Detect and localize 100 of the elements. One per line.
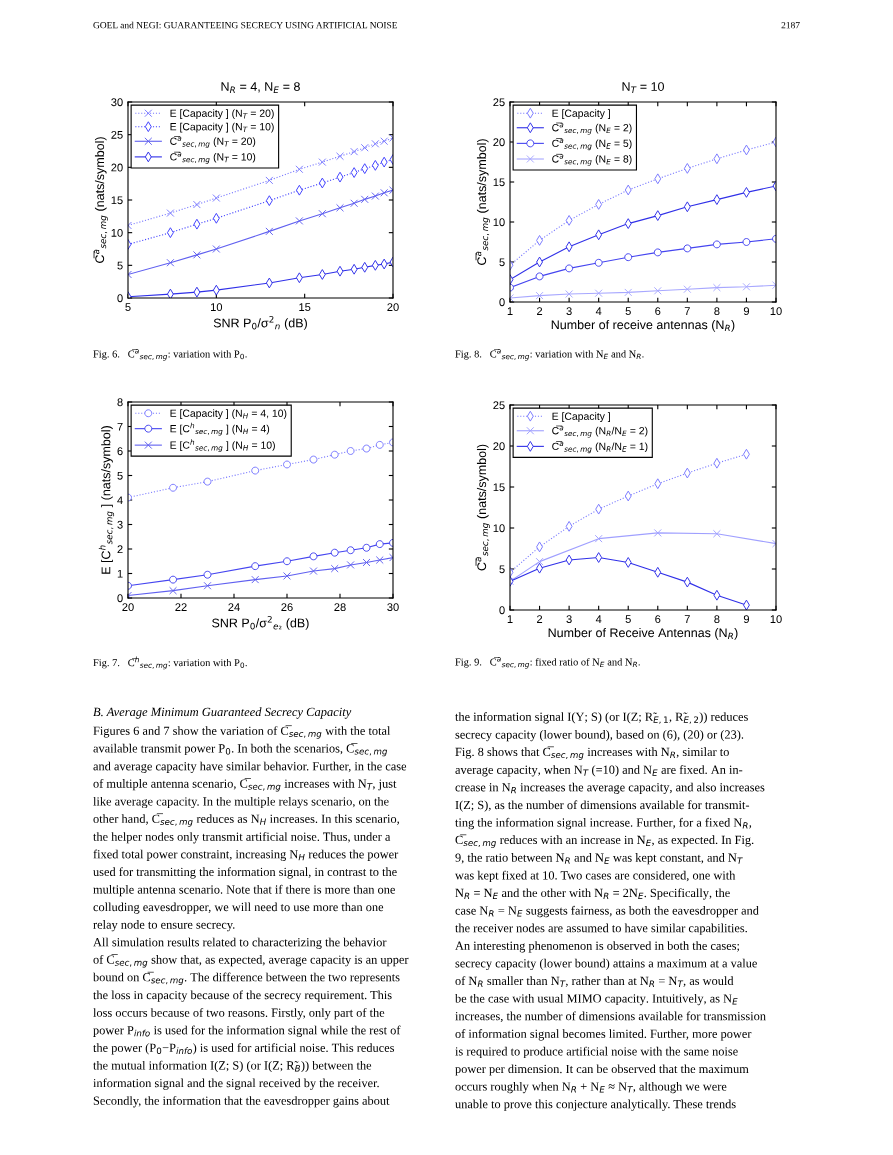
x-tick-label: 9 [743,615,750,624]
text: crease in N$_{R}$ increases the average capacity, and also increases [455,782,765,794]
x-tick-label: 7 [684,307,690,315]
text: available transmit power P$_{0}$. In both the scenarios, C̅$_{sec,mg}$ [93,743,388,757]
y-tick-label: 20 [111,163,123,172]
x-axis-title: Number of receive antennas (N$_{R}$) [551,320,735,332]
y-tick-label: 5 [499,258,505,267]
legend-label: E [Capacity ] [552,412,610,422]
y-tick-label: 0 [117,594,123,603]
text: is required to produce artificial noise with the same noise [455,1046,738,1059]
y-tick-label: 7 [117,422,123,431]
text: secrecy capacity (lower bound) attains a maximum at a value [455,958,757,971]
text: the helper nodes only transmit artificial noise. Thus, under a [93,832,391,844]
x-tick-label: 7 [684,615,690,623]
y-tick-label: 5 [499,565,505,574]
y-tick-label: 8 [117,398,123,407]
legend-label: C̅$^{a}$$_{sec,mg}$ (N$_{R}$/N$_{E}$ = 1) [552,441,648,454]
legend-label: C̅$^{a}$$_{sec,mg}$ (N$_{T}$ = 10) [170,151,256,164]
text: I(Z; S), as the number of dimensions available for transmit- [455,800,750,812]
legend-label: E [C$^{h}$$_{sec,mg}$ ] (N$_{H}$ = 4) [170,422,270,436]
x-tick-label: 5 [625,307,631,316]
text: secrecy capacity (lower bound), based on (6), (20) or (23). [455,729,744,742]
y-tick-label: 20 [493,138,505,147]
y-tick-label: 15 [493,483,505,492]
x-tick-label: 15 [299,303,311,312]
text: power P$_{info}$ is used for the information signal while the rest of [93,1025,401,1037]
y-tick-label: 6 [117,447,123,456]
y-tick-label: 20 [493,442,505,451]
y-tick-label: 30 [111,98,123,107]
legend-label: C̅$^{a}$$_{sec,mg}$ (N$_{E}$ = 5) [552,138,632,151]
y-axis-title: C̅$^{a}$$_{sec,mg}$ (nats/symbol) [475,139,490,265]
text: unable to prove this conjecture analytically. These trends [455,1099,736,1111]
legend-label: E [Capacity ] (N$_{T}$ = 10) [170,122,274,133]
caption: Fig. 8 shows that C̅$_{sec,mg}$ increases with N$_{R}$, similar to [455,746,729,760]
text: of C̅$_{sec,mg}$ show that, as expected, average capacity is an upper [93,954,409,968]
legend-label: E [Capacity ] [552,109,610,119]
x-tick-label: 10 [770,615,782,624]
text: Secondly, the information that the eavesdropper gains about [93,1096,390,1108]
x-tick-label: 3 [566,307,572,316]
text: and average capacity have similar behavior. Further, in the case [93,761,407,773]
y-tick-label: 25 [493,401,505,410]
text: ting the information signal increase. Further, for a fixed N$_{R}$, [455,817,752,830]
caption: Fig. 9. C̅$^{a}$$_{sec,mg}$: fixed ratio of N$_{E}$ and N$_{R}$. [455,657,640,669]
x-tick-label: 22 [175,603,187,611]
caption: Fig. 8. C̅$^{a}$$_{sec,mg}$: variation with N$_{E}$ and N$_{R}$. [455,349,644,361]
x-tick-label: 3 [566,615,572,624]
x-tick-label: 10 [770,307,782,316]
x-tick-label: 1 [507,615,513,623]
x-tick-label: 5 [125,303,131,312]
text: An interesting phenomenon is observed in both the cases; [455,941,739,953]
text: relay node to ensure secrecy. [93,920,235,932]
text: was kept fixed at 10. Two cases are considered, one with [455,870,736,883]
x-tick-label: 9 [743,307,750,316]
y-axis-title: E [C$^{h}$$_{sec,mg}$ ] (nats/symbol) [98,426,115,574]
text: Figures 6 and 7 show the variation of C̅$_{sec,mg}$ with the total [93,725,391,739]
text: colluding eavesdropper, we will need to use more than one [93,902,384,914]
y-tick-label: 10 [493,218,505,227]
legend-label: E [Capacity ] (N$_{H}$ = 4, 10) [170,409,287,419]
x-tick-label: 8 [714,307,720,316]
x-tick-label: 2 [537,307,543,315]
text: occurs roughly when N$_{R}$ + N$_{E}$ ≈ N$_{T}$, although we were [455,1081,727,1094]
text: the loss in capacity because of the secrecy requirement. This [93,990,392,1002]
y-tick-label: 10 [493,524,505,533]
text: case N$_{R}$ = N$_{E}$ suggests fairness, as both the eavesdropper and [455,905,759,918]
y-tick-label: 1 [117,569,123,578]
text: fixed total power constraint, increasing N$_{H}$ reduces the power [93,849,399,861]
y-tick-label: 25 [111,130,123,139]
text: GOEL and NEGI: GUARANTEEING SECRECY USING ARTIFICIAL NOISE [93,21,398,29]
x-axis-title: Number of Receive Antennas (N$_{R}$) [548,628,738,640]
y-axis-title: C̅$^{a}$$_{sec,mg}$ (nats/symbol) [93,137,108,263]
text: the information signal I(Y; S) (or I(Z; R̃$_{E,1}$, R̃$_{E,2}$)) reduces [455,712,748,724]
x-tick-label: 26 [281,603,293,612]
text: 2187 [781,21,800,29]
text: be the case with usual MIMO capacity. Intuitively, as N$_{E}$ [455,993,738,1006]
y-tick-label: 15 [493,178,505,187]
y-tick-label: 2 [117,545,123,554]
x-tick-label: 8 [714,615,720,624]
text: N$_{R}$ = N$_{E}$ and the other with N$_{R}$ = 2N$_{E}$. Specifically, the [455,888,730,900]
y-tick-label: 3 [117,520,123,529]
text: of information signal becomes limited. Further, more power [455,1029,752,1041]
text: All simulation results related to characterizing the behavior [93,937,387,949]
text: other hand, C̅$_{sec,mg}$ reduces as N$_{H}$ increases. In this scenario, [93,813,399,827]
x-tick-label: 10 [211,303,223,312]
legend-label: C̅$^{a}$$_{sec,mg}$ (N$_{R}$/N$_{E}$ = 2) [552,425,648,438]
text: 9, the ratio between N$_{R}$ and N$_{E}$ was kept constant, and N$_{T}$ [455,853,743,865]
text: B. Average Minimum Guaranteed Secrecy Capacity [93,707,352,719]
y-tick-label: 10 [111,228,123,237]
text: the power (P$_{0}$−P$_{info}$) is used for artificial noise. This reduces [93,1043,395,1055]
text: the mutual information I(Z; S) (or I(Z; R̃$_{B}$)) between the [93,1060,372,1073]
x-axis-title: SNR P$_{0}$/σ$^{2}$$_{n}$ (dB) [213,316,307,330]
x-tick-label: 30 [387,603,399,612]
x-tick-label: 2 [537,615,543,623]
y-tick-label: 0 [499,606,505,615]
x-tick-label: 20 [387,303,399,312]
y-tick-label: 5 [117,261,123,270]
x-tick-label: 5 [625,615,631,624]
y-tick-label: 15 [111,196,123,205]
text: multiple antenna scenario. Note that if there is more than one [93,884,395,897]
text: increases, the number of dimensions available for transmission [455,1011,766,1023]
text: power per dimension. It can be observed that the maximum [455,1064,749,1076]
